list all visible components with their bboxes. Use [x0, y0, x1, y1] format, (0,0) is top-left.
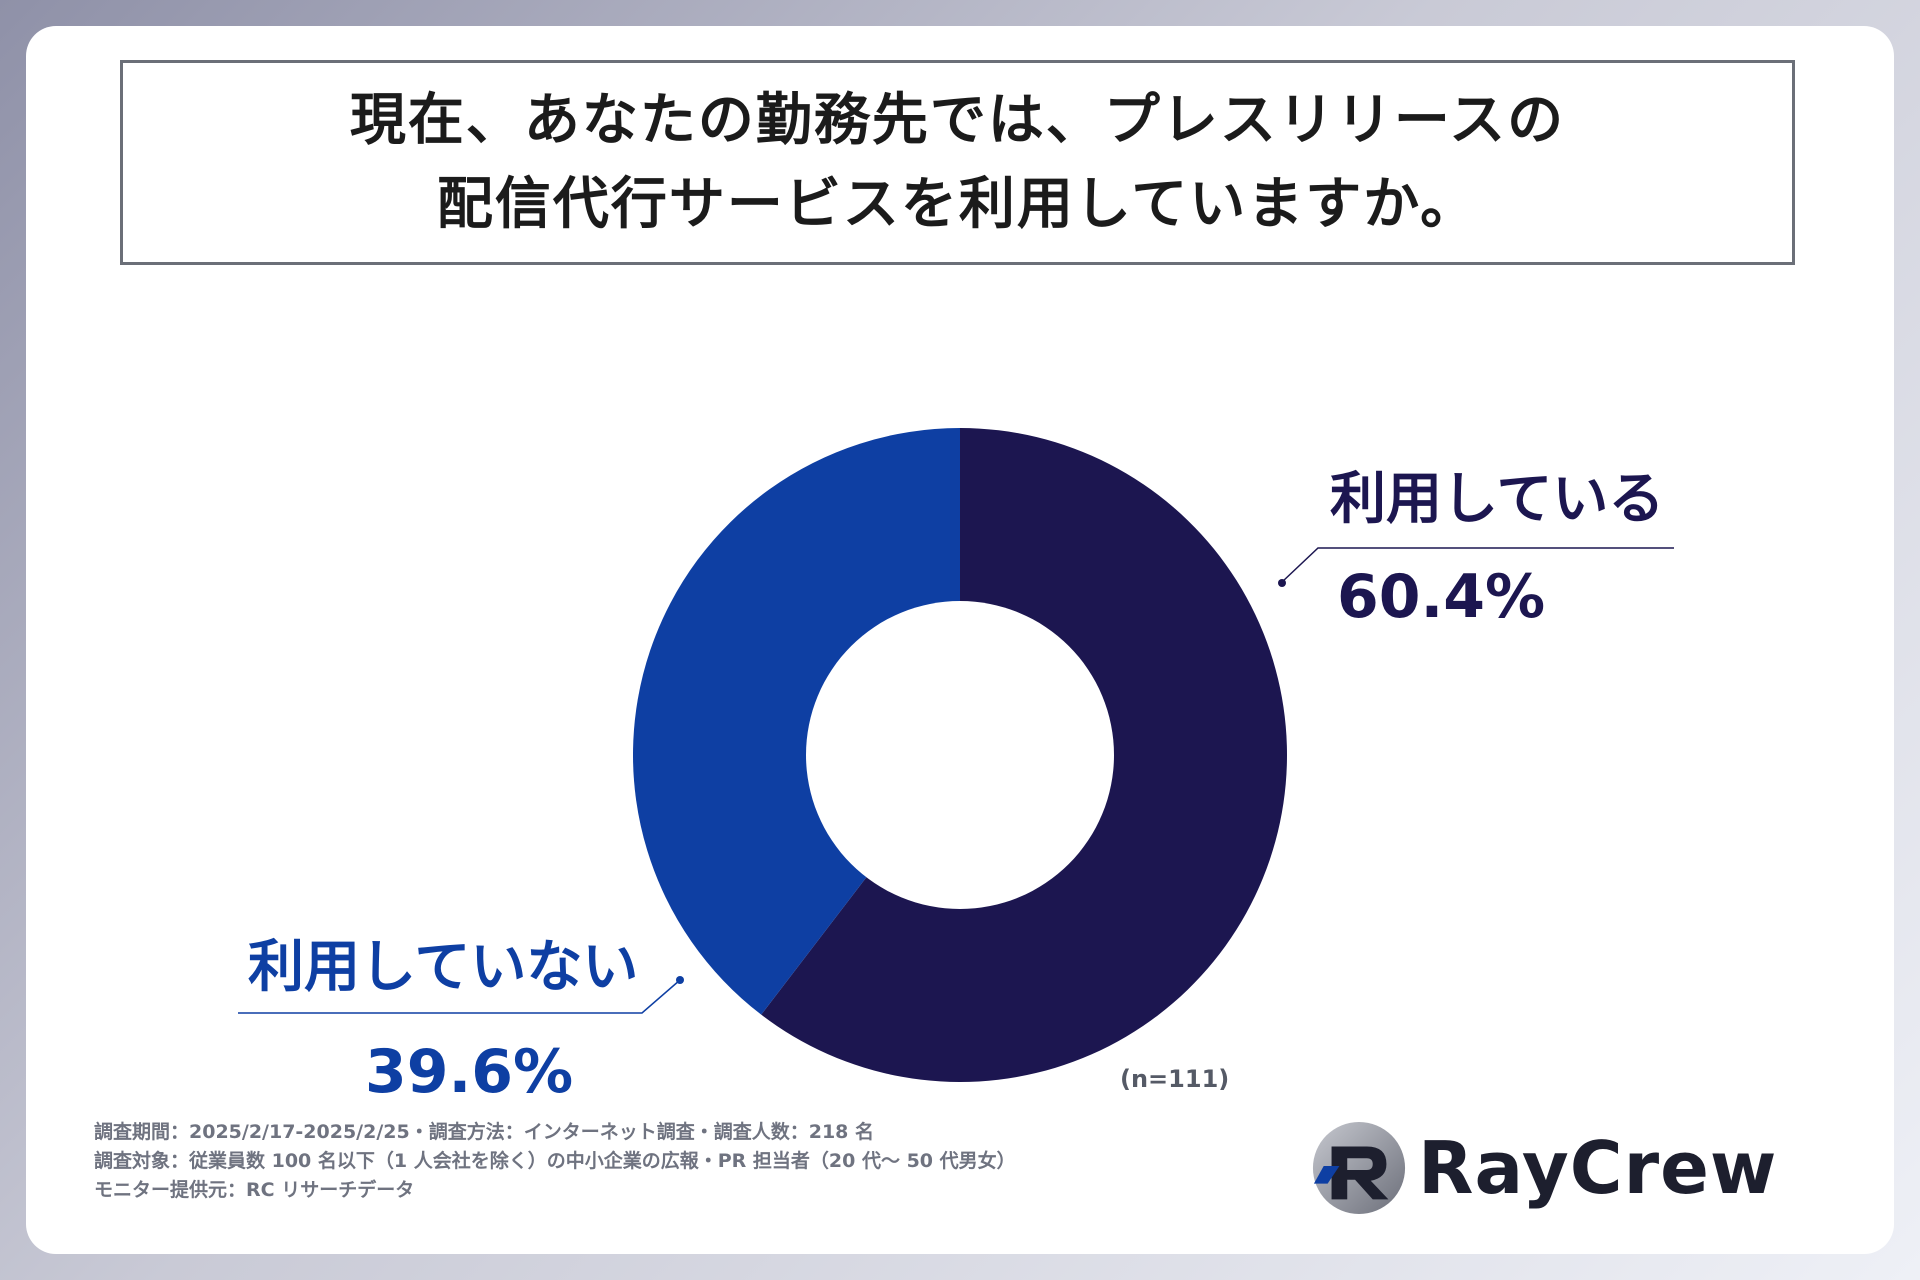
title-line-1: 現在、あなたの勤務先では、プレスリリースの — [349, 87, 1566, 153]
slice-label-not-using: 利用していない — [248, 935, 638, 1000]
slice-value-not-using: 39.6% — [365, 1037, 573, 1107]
callout-dot-using — [1278, 579, 1286, 587]
slice-value-using: 60.4% — [1337, 562, 1545, 632]
footnote-line-2: 調査対象：従業員数 100 名以下（1 人会社を除く）の中小企業の広報・PR 担… — [94, 1150, 1016, 1172]
footnote-line-1: 調査期間：2025/2/17-2025/2/25・調査方法：インターネット調査・… — [94, 1121, 875, 1143]
donut-slice-1 — [633, 428, 960, 1015]
raycrew-logo-text: RayCrew — [1418, 1126, 1778, 1210]
footnote-line-3: モニター提供元：RC リサーチデータ — [94, 1179, 415, 1201]
callout-dot-not-using — [676, 976, 684, 984]
survey-footnote: 調査期間：2025/2/17-2025/2/25・調査方法：インターネット調査・… — [94, 1118, 1016, 1205]
slice-label-using: 利用している — [1330, 467, 1664, 532]
callout-line-not-using — [238, 979, 681, 1014]
title-line-2: 配信代行サービスを利用していますか。 — [436, 171, 1479, 237]
callout-line-using — [1281, 547, 1674, 583]
raycrew-logo: RayCrew — [1310, 1118, 1790, 1218]
donut-hole — [806, 601, 1114, 909]
sample-size-label: (n=111) — [1120, 1065, 1230, 1093]
raycrew-logo-mark-icon — [1312, 1121, 1406, 1215]
question-title-box: 現在、あなたの勤務先では、プレスリリースの 配信代行サービスを利用していますか。 — [120, 60, 1795, 265]
